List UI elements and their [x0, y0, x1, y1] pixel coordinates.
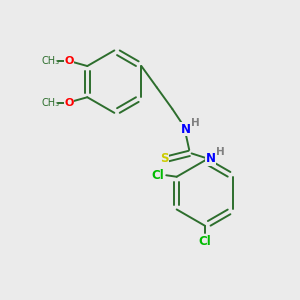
Text: H: H: [216, 147, 224, 157]
Text: CH₃: CH₃: [41, 56, 59, 66]
Text: N: N: [206, 152, 216, 165]
Text: N: N: [181, 122, 190, 136]
Text: Cl: Cl: [152, 169, 165, 182]
Text: Cl: Cl: [199, 235, 212, 248]
Text: CH₃: CH₃: [41, 98, 59, 108]
Text: O: O: [64, 56, 74, 66]
Text: S: S: [160, 152, 169, 165]
Text: H: H: [191, 118, 200, 128]
Text: O: O: [64, 98, 74, 108]
